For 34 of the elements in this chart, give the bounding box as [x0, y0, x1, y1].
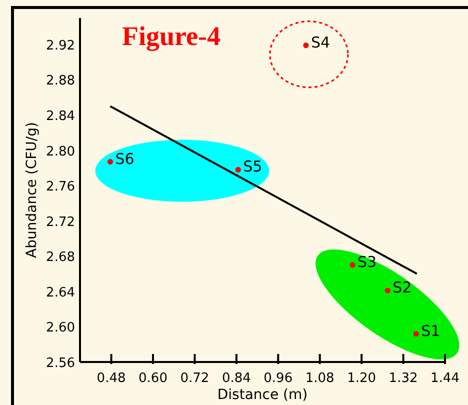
y-tick-label: 2.88: [46, 74, 75, 89]
y-tick-label: 2.64: [46, 285, 75, 300]
x-axis-title: Distance (m): [217, 387, 308, 403]
x-tick-label: 1.32: [388, 371, 418, 386]
y-tick-label: 2.76: [46, 180, 75, 195]
point: [303, 42, 309, 48]
x-tick-label: 1.08: [305, 371, 334, 386]
point: [350, 262, 356, 268]
y-tick-label: 2.56: [46, 356, 75, 371]
point: [413, 330, 419, 337]
annotation: S3: [358, 252, 377, 271]
y-axis-title: Abundance (CFU/g): [24, 122, 40, 258]
x-tick-label: 1.44: [430, 371, 460, 386]
point: [384, 288, 390, 294]
annotation: S4: [310, 33, 330, 52]
x-tick-label: 0.48: [96, 371, 126, 386]
y-tick-label: 2.80: [46, 144, 75, 160]
annotation: S6: [115, 150, 134, 168]
annotation: S2: [392, 278, 412, 297]
chart-title: Figure-4: [122, 21, 220, 51]
x-tick-label: 0.72: [180, 371, 210, 386]
y-tick-label: 2.84: [46, 109, 75, 124]
y-tick-label: 2.72: [46, 214, 75, 230]
y-tick-label: 2.60: [46, 320, 75, 336]
y-tick-label: 2.92: [46, 38, 75, 54]
annotation: S1: [421, 322, 440, 340]
x-tick-label: 1.20: [347, 371, 376, 386]
annotation: S5: [243, 158, 262, 176]
x-tick-label: 0.60: [138, 371, 168, 386]
point: [107, 158, 114, 165]
x-tick-label: 0.84: [222, 371, 251, 386]
x-tick-label: 0.96: [264, 371, 293, 386]
point: [235, 166, 241, 173]
y-tick-label: 2.68: [46, 250, 75, 266]
